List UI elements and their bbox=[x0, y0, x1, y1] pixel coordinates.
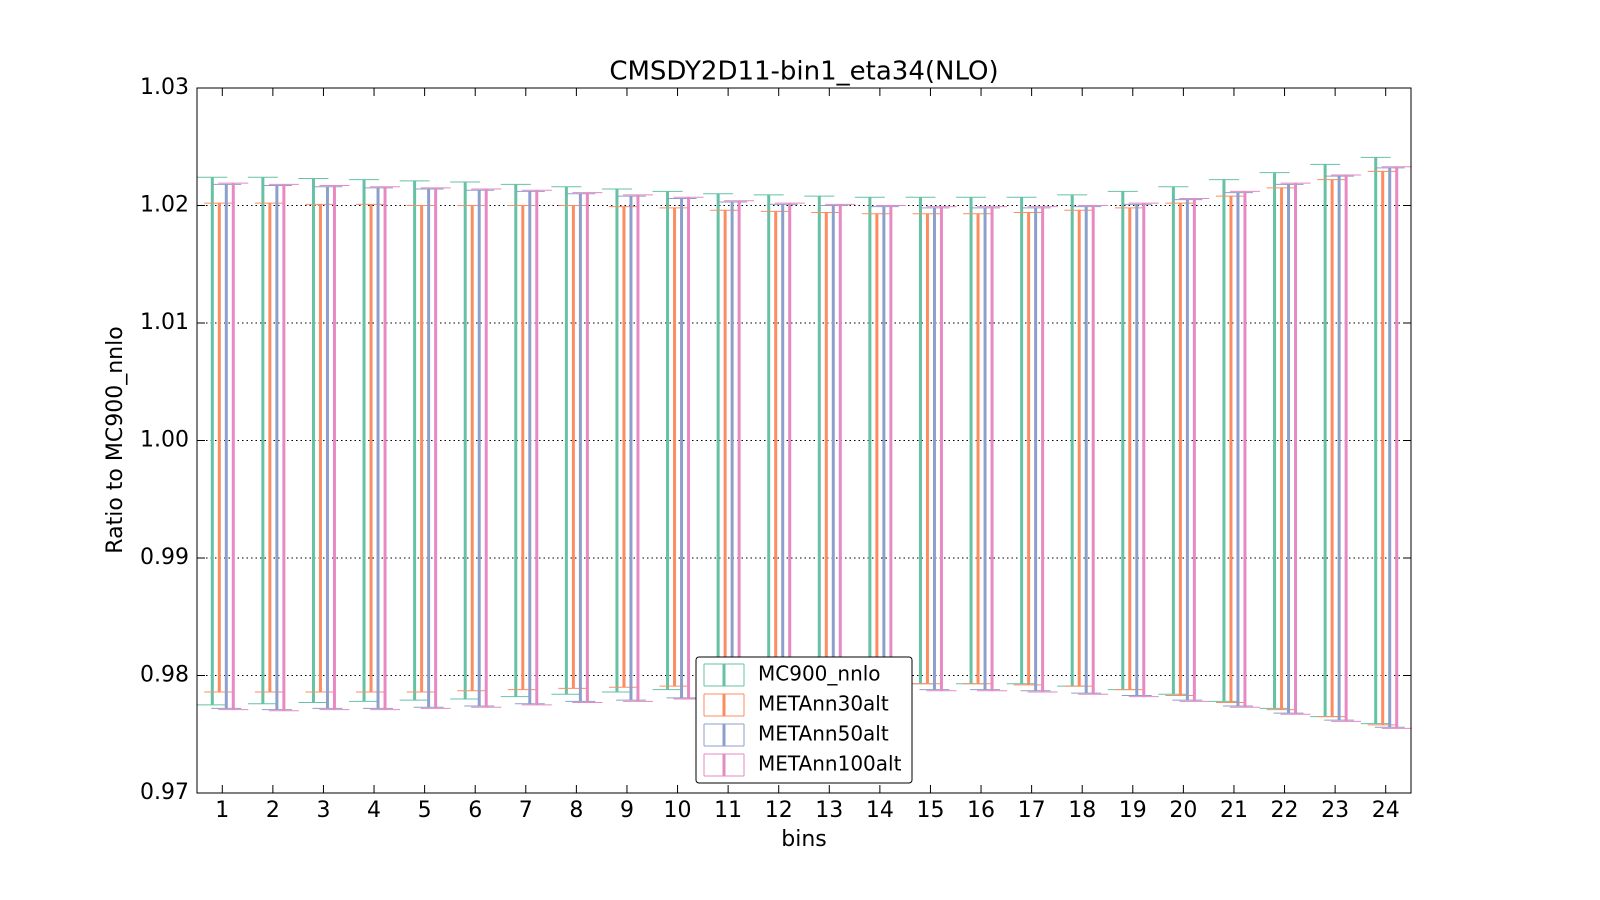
x-tick-label: 8 bbox=[569, 798, 583, 823]
x-tick-label: 13 bbox=[815, 798, 843, 823]
x-tick-label: 2 bbox=[266, 798, 280, 823]
series bbox=[218, 166, 1412, 729]
x-tick-label: 6 bbox=[468, 798, 482, 823]
x-tick-label: 12 bbox=[765, 798, 793, 823]
y-tick-label: 1.03 bbox=[140, 75, 189, 100]
x-tick-label: 20 bbox=[1169, 798, 1197, 823]
x-tick-label: 17 bbox=[1018, 798, 1046, 823]
x-tick-label: 9 bbox=[620, 798, 634, 823]
legend-label: METAnn30alt bbox=[758, 692, 889, 716]
x-tick-label: 3 bbox=[316, 798, 330, 823]
x-tick-label: 11 bbox=[714, 798, 742, 823]
series bbox=[204, 170, 1398, 726]
x-tick-label: 16 bbox=[967, 798, 995, 823]
legend-label: METAnn50alt bbox=[758, 722, 889, 746]
x-tick-label: 10 bbox=[664, 798, 692, 823]
x-tick-label: 24 bbox=[1372, 798, 1400, 823]
y-tick-label: 0.98 bbox=[140, 663, 189, 688]
x-tick-label: 5 bbox=[418, 798, 432, 823]
plot-frame bbox=[196, 87, 1412, 794]
legend-label: METAnn100alt bbox=[758, 752, 902, 776]
x-tick-label: 18 bbox=[1068, 798, 1096, 823]
y-tick-label: 1.00 bbox=[140, 428, 189, 453]
legend-label: MC900_nnlo bbox=[758, 662, 881, 686]
chart-title: CMSDY2D11-bin1_eta34(NLO) bbox=[609, 57, 998, 87]
x-tick-label: 19 bbox=[1119, 798, 1147, 823]
x-tick-label: 4 bbox=[367, 798, 381, 823]
x-tick-label: 7 bbox=[519, 798, 533, 823]
y-tick-label: 0.97 bbox=[140, 780, 189, 805]
x-tick-label: 1 bbox=[215, 798, 229, 823]
legend-box bbox=[695, 656, 913, 784]
x-tick-label: 22 bbox=[1271, 798, 1299, 823]
x-tick-label: 21 bbox=[1220, 798, 1248, 823]
series bbox=[197, 156, 1391, 725]
x-tick-label: 15 bbox=[916, 798, 944, 823]
series bbox=[211, 167, 1405, 728]
y-tick-label: 1.01 bbox=[140, 310, 189, 335]
y-axis-label: Ratio to MC900_nnlo bbox=[103, 326, 128, 553]
y-tick-label: 0.99 bbox=[140, 545, 189, 570]
x-tick-label: 23 bbox=[1321, 798, 1349, 823]
y-tick-label: 1.02 bbox=[140, 193, 189, 218]
x-axis-label: bins bbox=[781, 827, 826, 852]
x-tick-label: 14 bbox=[866, 798, 894, 823]
